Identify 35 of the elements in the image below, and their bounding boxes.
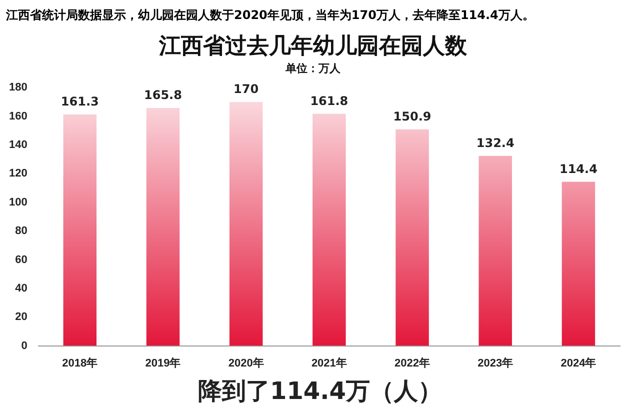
bar (63, 114, 97, 346)
y-tick-label: 140 (8, 139, 28, 152)
y-tick-label: 60 (15, 254, 28, 266)
bar (146, 108, 180, 346)
x-tick-label: 2024年 (560, 356, 596, 370)
x-tick-label: 2018年 (62, 356, 98, 370)
chart-title: 江西省过去几年幼儿园在园人数 (158, 34, 468, 59)
chart-subtitle: 单位：万人 (284, 62, 342, 75)
bar (312, 114, 346, 346)
y-tick-label: 120 (8, 168, 28, 180)
y-tick-label: 160 (8, 110, 28, 122)
y-tick-label: 0 (21, 340, 28, 352)
x-tick-label: 2022年 (394, 356, 430, 370)
bar (478, 156, 512, 346)
x-tick-label: 2019年 (145, 356, 181, 370)
data-label: 132.4 (476, 136, 514, 150)
text: 降到了114.4万（人） (197, 376, 443, 407)
y-tick-label: 100 (8, 196, 28, 208)
y-tick-label: 180 (8, 82, 28, 94)
y-tick-label: 40 (15, 282, 28, 294)
data-label: 161.3 (60, 94, 99, 109)
data-label: 170 (234, 82, 259, 96)
y-tick-label: 20 (15, 311, 28, 324)
y-tick-label: 80 (15, 225, 28, 238)
x-tick-label: 2020年 (228, 356, 264, 370)
data-label: 165.8 (144, 88, 182, 102)
data-label: 150.9 (393, 109, 432, 124)
text: 江西省统计局数据显示，幼儿园在园人数于2020年见顶，当年为170万人，去年降至114.4万人。 (5, 7, 536, 24)
data-label: 161.8 (310, 94, 348, 108)
bar (562, 182, 596, 346)
bar (396, 129, 429, 346)
x-tick-label: 2021年 (311, 356, 347, 370)
bar (229, 102, 263, 346)
data-label: 114.4 (559, 162, 598, 176)
x-tick-label: 2023年 (478, 356, 514, 370)
